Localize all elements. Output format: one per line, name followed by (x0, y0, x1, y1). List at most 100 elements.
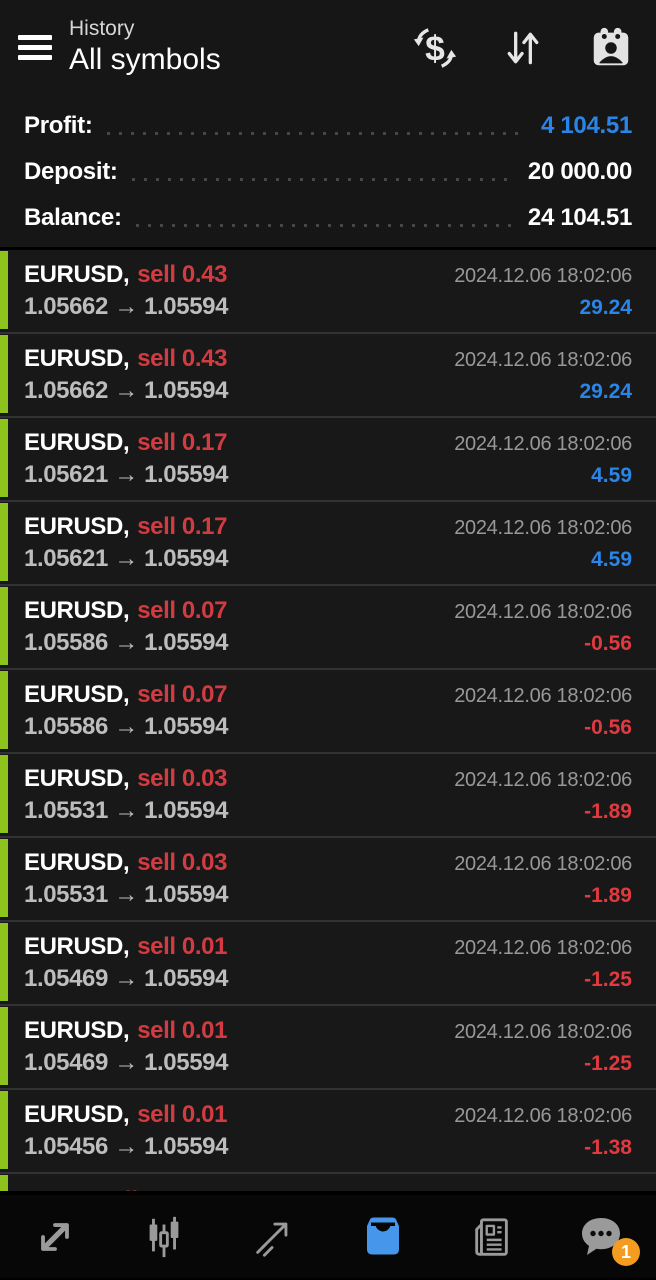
divider (0, 1191, 656, 1195)
trade-open-close-prices: 1.05621 → 1.05594 (24, 461, 229, 488)
trade-row[interactable]: EURUSD, sell 0.17 2024.12.06 18:02:06 1.… (0, 502, 656, 586)
sell-stripe-indicator (0, 755, 8, 833)
app-header: History All symbols $ (0, 0, 656, 95)
trade-symbol: EURUSD, (24, 1101, 130, 1128)
dotted-leader (131, 177, 514, 181)
trade-datetime: 2024.12.06 18:02:06 (454, 433, 632, 455)
sell-stripe-indicator (0, 839, 8, 917)
trade-row[interactable]: EURUSD, sell 0.43 2024.12.06 18:02:06 1.… (0, 250, 656, 334)
nav-charts[interactable] (109, 1195, 218, 1278)
trade-row[interactable]: EURUSD, sell 0.43 2024.12.06 18:02:06 1.… (0, 334, 656, 418)
sell-stripe-indicator (0, 503, 8, 581)
nav-quotes[interactable] (0, 1195, 109, 1278)
trade-datetime: 2024.12.06 18:02:06 (454, 769, 632, 791)
sell-stripe-indicator (0, 923, 8, 1001)
balance-row: Balance: 24 104.51 (24, 195, 632, 241)
trade-row[interactable]: EURUSD, sell 0.01 2024.12.06 18:02:06 1.… (0, 1006, 656, 1090)
trade-history-list: EURUSD, sell 0.43 2024.12.06 18:02:06 1.… (0, 250, 656, 1174)
account-summary: Profit: 4 104.51 Deposit: 20 000.00 Bala… (0, 95, 656, 247)
trade-datetime: 2024.12.06 18:02:06 (454, 349, 632, 371)
trade-symbol: EURUSD, (24, 429, 130, 456)
trade-side-volume: sell 0.07 (137, 597, 228, 624)
trade-datetime: 2024.12.06 18:02:06 (454, 517, 632, 539)
account-badge-icon[interactable] (588, 25, 634, 71)
sell-stripe-indicator (0, 671, 8, 749)
sell-stripe-indicator (0, 1091, 8, 1169)
trade-open-close-prices: 1.05469 → 1.05594 (24, 965, 229, 992)
trade-open-close-prices: 1.05531 → 1.05594 (24, 881, 229, 908)
nav-trade[interactable] (219, 1195, 328, 1278)
trade-side-volume: sell 0.01 (137, 1101, 228, 1128)
trade-profit: 29.24 (579, 296, 632, 319)
sell-stripe-indicator (0, 251, 8, 329)
dotted-leader (106, 131, 527, 135)
trade-side-volume: sell 0.01 (137, 1017, 228, 1044)
trade-side-volume: sell 0.43 (137, 261, 228, 288)
trade-datetime: 2024.12.06 18:02:06 (454, 937, 632, 959)
trade-profit: -1.89 (584, 800, 632, 823)
unread-count-badge: 1 (611, 1238, 640, 1266)
trade-row[interactable]: EURUSD, sell 0.07 2024.12.06 18:02:06 1.… (0, 670, 656, 754)
nav-messages[interactable]: 1 (547, 1195, 656, 1278)
sort-arrows-icon[interactable] (500, 25, 546, 71)
trade-side-volume: sell 0.03 (137, 765, 228, 792)
svg-text:$: $ (425, 28, 445, 68)
trade-symbol: EURUSD, (24, 261, 130, 288)
bottom-navigation: 1 (0, 1195, 656, 1278)
trade-symbol: EURUSD, (24, 1017, 130, 1044)
header-titles[interactable]: History All symbols (69, 17, 221, 77)
trade-row[interactable]: EURUSD, sell 0.03 2024.12.06 18:02:06 1.… (0, 754, 656, 838)
trade-datetime: 2024.12.06 18:02:06 (454, 265, 632, 287)
trade-side-volume: sell 0.17 (137, 513, 228, 540)
sell-stripe-indicator (0, 1175, 8, 1191)
trade-open-close-prices: 1.05586 → 1.05594 (24, 713, 229, 740)
dotted-leader (135, 223, 514, 227)
trade-open-close-prices: 1.05456 → 1.05594 (24, 1133, 229, 1160)
trade-row[interactable]: EURUSD, sell 0.03 2024.12.06 18:02:06 1.… (0, 838, 656, 922)
trade-datetime: 2024.12.06 18:02:06 (454, 685, 632, 707)
trade-open-close-prices: 1.05531 → 1.05594 (24, 797, 229, 824)
trade-profit: -0.56 (584, 632, 632, 655)
trade-open-close-prices: 1.05469 → 1.05594 (24, 1049, 229, 1076)
trade-profit: -1.38 (584, 1136, 632, 1159)
deposit-value: 20 000.00 (527, 158, 632, 185)
trade-side-volume: sell 0.17 (137, 429, 228, 456)
hamburger-menu-icon[interactable] (18, 35, 52, 60)
nav-news[interactable] (437, 1195, 546, 1278)
deposit-row: Deposit: 20 000.00 (24, 149, 632, 195)
trade-profit: -1.25 (584, 1052, 632, 1075)
trade-profit: 4.59 (591, 548, 632, 571)
trade-datetime: 2024.12.06 18:02:06 (454, 853, 632, 875)
trade-datetime: 2024.12.06 18:02:06 (454, 1105, 632, 1127)
trade-symbol: EURUSD, (24, 765, 130, 792)
profit-row: Profit: 4 104.51 (24, 103, 632, 149)
sell-stripe-indicator (0, 587, 8, 665)
trade-open-close-prices: 1.05586 → 1.05594 (24, 629, 229, 656)
trade-profit: -0.56 (584, 716, 632, 739)
balance-value: 24 104.51 (527, 204, 632, 231)
newspaper-icon (475, 1217, 508, 1256)
trade-row[interactable]: EURUSD, sell 0.07 2024.12.06 18:02:06 1.… (0, 586, 656, 670)
sell-stripe-indicator (0, 335, 8, 413)
trade-side-volume: sell (98, 1187, 656, 1191)
trade-symbol: EURUSD, (24, 597, 130, 624)
deposit-label: Deposit: (24, 158, 118, 185)
trade-profit: -1.89 (584, 884, 632, 907)
trade-profit: -1.25 (584, 968, 632, 991)
sell-stripe-indicator (0, 419, 8, 497)
chat-bubble-icon (582, 1217, 621, 1255)
trade-symbol: EURUSD, (24, 849, 130, 876)
trade-row[interactable]: EURUSD, sell 0.17 2024.12.06 18:02:06 1.… (0, 418, 656, 502)
trade-row-clipped[interactable]: sell (0, 1174, 656, 1191)
trade-row[interactable]: EURUSD, sell 0.01 2024.12.06 18:02:06 1.… (0, 1090, 656, 1174)
trade-arrow-icon (256, 1222, 288, 1257)
trade-profit: 29.24 (579, 380, 632, 403)
balance-label: Balance: (24, 204, 122, 231)
trade-open-close-prices: 1.05662 → 1.05594 (24, 293, 229, 320)
nav-history-active[interactable] (328, 1195, 437, 1278)
trade-side-volume: sell 0.07 (137, 681, 228, 708)
sell-stripe-indicator (0, 1007, 8, 1085)
currency-exchange-icon[interactable]: $ (412, 25, 458, 71)
trade-row[interactable]: EURUSD, sell 0.01 2024.12.06 18:02:06 1.… (0, 922, 656, 1006)
